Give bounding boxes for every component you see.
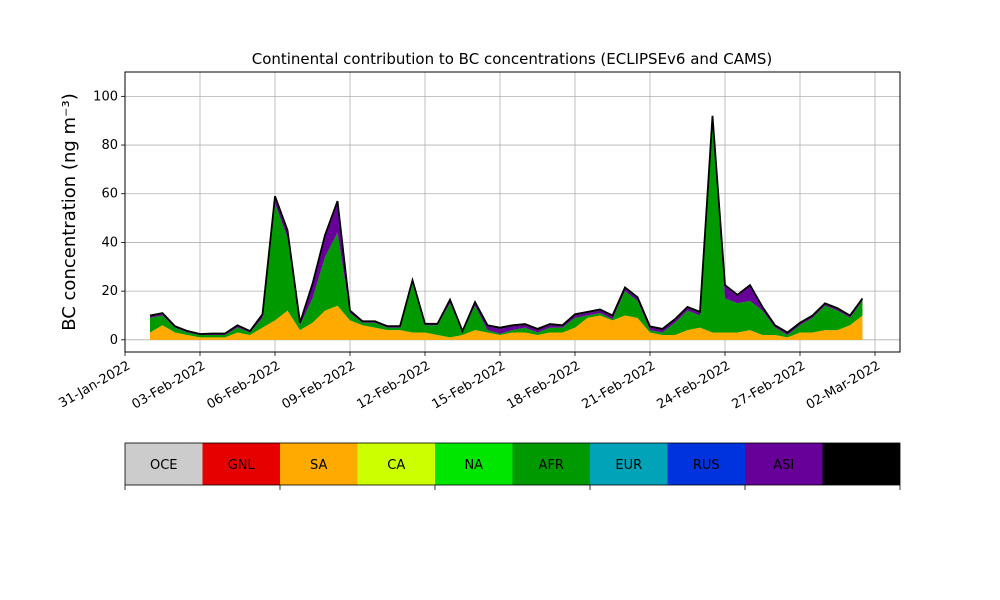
legend-swatch-eur — [590, 443, 668, 485]
stacked-areas — [149, 115, 864, 340]
x-tick-label: 21-Feb-2022 — [579, 358, 658, 412]
x-tick-label: 15-Feb-2022 — [429, 358, 508, 412]
y-tick-label: 80 — [101, 138, 118, 153]
legend-label-sa: SA — [310, 458, 327, 473]
legend-swatch-aus — [822, 443, 900, 485]
y-tick-label: 100 — [93, 89, 118, 104]
legend-label-aus: AUS — [848, 458, 875, 473]
legend-label-oce: OCE — [150, 458, 178, 473]
x-tick-label: 24-Feb-2022 — [654, 358, 733, 412]
area-sa — [150, 305, 863, 340]
legend-label-gnl: GNL — [228, 458, 256, 473]
area-asi — [150, 120, 863, 335]
plot-frame — [124, 71, 901, 353]
legend-swatch-na — [435, 443, 513, 485]
legend-swatch-sa — [280, 443, 358, 485]
legend-swatch-asi — [745, 443, 823, 485]
y-tick-label: 40 — [101, 235, 118, 250]
x-tick-label: 02-Mar-2022 — [804, 358, 883, 412]
legend-label-asi: ASI — [773, 458, 794, 473]
area-afr — [150, 125, 863, 338]
legend-label-ca: CA — [387, 458, 405, 473]
x-tick-label: 18-Feb-2022 — [504, 358, 583, 412]
x-tick-label: 31-Jan-2022 — [56, 358, 133, 411]
y-tick-label: 60 — [101, 187, 118, 202]
x-tick-label: 03-Feb-2022 — [129, 358, 208, 412]
legend-label-eur: EUR — [615, 458, 642, 473]
legend: OCE GNL SA CA NA AFR EUR RUS ASI AUS — [124, 442, 901, 490]
legend-label-rus: RUS — [693, 458, 720, 473]
y-tick-label: 0 — [110, 333, 118, 348]
legend-swatch-rus — [667, 443, 745, 485]
chart-title: Continental contribution to BC concentra… — [252, 50, 773, 68]
x-tick-label: 12-Feb-2022 — [354, 358, 433, 412]
y-tick-label: 20 — [101, 284, 118, 299]
x-tick-label: 06-Feb-2022 — [204, 358, 283, 412]
grid-lines — [124, 72, 900, 352]
legend-label-na: NA — [464, 458, 483, 473]
legend-swatch-afr — [512, 443, 590, 485]
legend-frame — [124, 442, 901, 486]
x-tick-label: 27-Feb-2022 — [729, 358, 808, 412]
legend-swatch-gnl — [202, 443, 280, 485]
legend-label-afr: AFR — [539, 458, 564, 473]
total-outline — [149, 115, 864, 335]
x-tick-label: 09-Feb-2022 — [279, 358, 358, 412]
legend-swatch-oce — [125, 443, 203, 485]
y-axis-label: BC concentration (ng m⁻³) — [59, 93, 80, 331]
legend-swatch-ca — [357, 443, 435, 485]
